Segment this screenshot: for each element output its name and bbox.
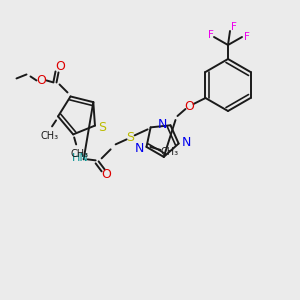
Text: CH₃: CH₃ (41, 131, 59, 141)
Text: CH₃: CH₃ (160, 147, 178, 157)
Text: N: N (135, 142, 145, 155)
Text: HN: HN (72, 153, 89, 164)
Text: F: F (231, 22, 237, 32)
Text: O: O (184, 100, 194, 112)
Text: O: O (37, 74, 46, 87)
Text: O: O (102, 168, 112, 181)
Text: F: F (244, 32, 250, 42)
Text: S: S (98, 121, 106, 134)
Text: N: N (182, 136, 191, 149)
Text: N: N (158, 118, 167, 131)
Text: S: S (127, 131, 135, 144)
Text: F: F (208, 30, 214, 40)
Text: O: O (56, 60, 65, 73)
Text: CH₃: CH₃ (70, 149, 88, 159)
